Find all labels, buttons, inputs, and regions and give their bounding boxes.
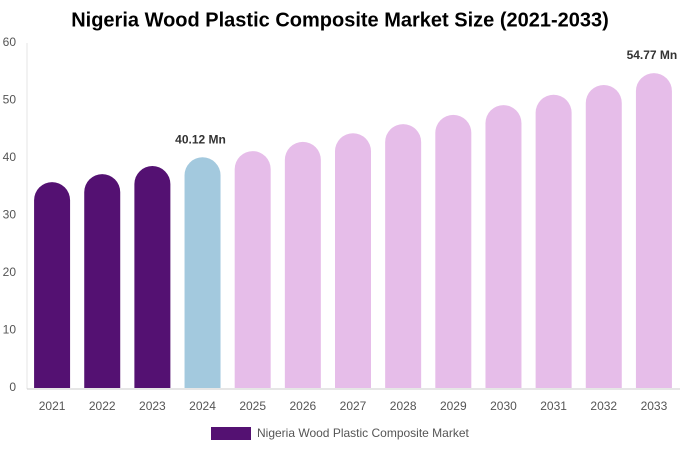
data-label: 54.77 Mn — [627, 48, 678, 62]
y-tick-label: 50 — [3, 93, 17, 107]
x-tick-label: 2031 — [540, 399, 567, 413]
legend-label: Nigeria Wood Plastic Composite Market — [257, 426, 470, 440]
x-tick-label: 2030 — [490, 399, 517, 413]
bar — [134, 166, 171, 388]
bar — [585, 84, 622, 388]
x-tick-label: 2033 — [641, 399, 668, 413]
bar — [485, 105, 522, 388]
bar — [385, 124, 422, 388]
y-tick-label: 60 — [3, 35, 17, 49]
x-tick-label: 2021 — [39, 399, 66, 413]
bar — [435, 114, 472, 388]
y-tick-label: 0 — [9, 380, 16, 394]
bar — [234, 151, 271, 388]
x-tick-label: 2027 — [340, 399, 367, 413]
x-tick-label: 2032 — [590, 399, 617, 413]
y-tick-label: 10 — [3, 323, 17, 337]
x-tick-label: 2022 — [89, 399, 116, 413]
chart-title: Nigeria Wood Plastic Composite Market Si… — [71, 9, 609, 31]
x-tick-label: 2029 — [440, 399, 467, 413]
x-tick-label: 2024 — [189, 399, 216, 413]
x-tick-label: 2028 — [390, 399, 417, 413]
bar — [535, 94, 572, 388]
bar — [635, 73, 672, 388]
x-tick-label: 2023 — [139, 399, 166, 413]
y-tick-label: 40 — [3, 150, 17, 164]
y-tick-label: 30 — [3, 208, 17, 222]
x-tick-label: 2026 — [289, 399, 316, 413]
legend-swatch — [211, 427, 251, 440]
bar — [34, 182, 71, 388]
bar — [335, 133, 371, 388]
bar — [284, 141, 321, 388]
data-label: 40.12 Mn — [175, 132, 226, 146]
y-tick-label: 20 — [3, 265, 17, 279]
bar — [84, 174, 121, 388]
bar — [184, 157, 221, 388]
x-tick-label: 2025 — [239, 399, 266, 413]
